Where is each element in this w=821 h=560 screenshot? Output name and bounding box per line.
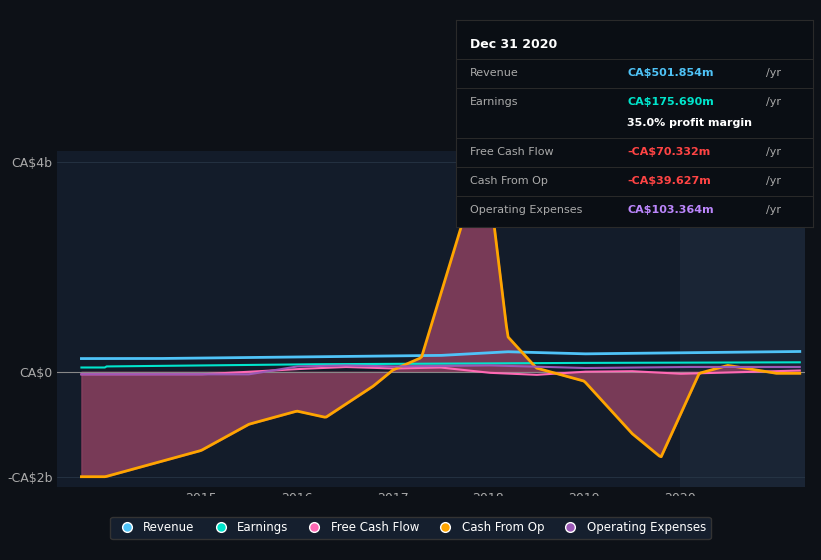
Text: Earnings: Earnings — [470, 97, 518, 108]
Text: 35.0% profit margin: 35.0% profit margin — [627, 118, 752, 128]
Text: CA$501.854m: CA$501.854m — [627, 68, 713, 78]
Text: Revenue: Revenue — [470, 68, 519, 78]
Text: /yr: /yr — [766, 97, 782, 108]
Text: -CA$39.627m: -CA$39.627m — [627, 176, 711, 186]
Legend: Revenue, Earnings, Free Cash Flow, Cash From Op, Operating Expenses: Revenue, Earnings, Free Cash Flow, Cash … — [110, 516, 711, 539]
Text: /yr: /yr — [766, 205, 782, 215]
Text: Free Cash Flow: Free Cash Flow — [470, 147, 553, 157]
Text: CA$103.364m: CA$103.364m — [627, 205, 713, 215]
Text: /yr: /yr — [766, 68, 782, 78]
Text: Cash From Op: Cash From Op — [470, 176, 548, 186]
Bar — [680, 151, 805, 487]
Text: /yr: /yr — [766, 176, 782, 186]
Text: -CA$70.332m: -CA$70.332m — [627, 147, 710, 157]
Text: /yr: /yr — [766, 147, 782, 157]
Text: Operating Expenses: Operating Expenses — [470, 205, 582, 215]
Text: CA$175.690m: CA$175.690m — [627, 97, 713, 108]
Text: Dec 31 2020: Dec 31 2020 — [470, 38, 557, 51]
